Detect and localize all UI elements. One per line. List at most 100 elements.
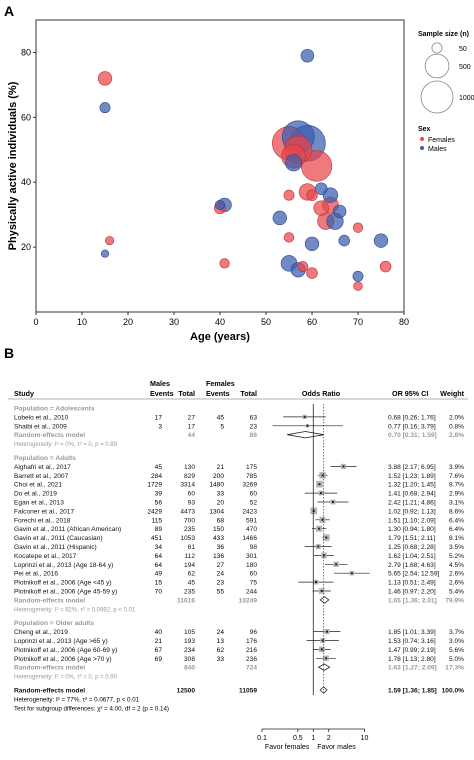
col-header-events: Events [206, 389, 230, 398]
study-point-estimate [315, 581, 318, 584]
y-axis-label: Physically active individuals (%) [7, 81, 19, 250]
col-header-odds-ratio: Odds Ratio [302, 389, 341, 398]
male-total: 81 [188, 544, 196, 551]
female-events: 23 [217, 580, 225, 587]
male-events: 89 [155, 526, 163, 533]
study-point-estimate [318, 527, 321, 530]
female-total: 216 [246, 647, 257, 654]
female-events: 24 [217, 571, 225, 578]
male-total: 4473 [180, 508, 195, 515]
female-events: 1304 [209, 508, 224, 515]
study-name: Loprinzi et al., 2013 (Age 18-64 y) [14, 562, 113, 569]
size-legend-label: 500 [459, 64, 471, 71]
study-name: Do et al., 2019 [14, 491, 57, 498]
pooled-model-label: Random-effects model [14, 432, 85, 439]
x-tick-label: 0 [33, 317, 38, 327]
male-events: 67 [155, 647, 163, 654]
col-header-total: Total [178, 389, 195, 398]
data-point-female [97, 71, 113, 86]
col-header-males: Males [150, 379, 170, 388]
or-ci-value: 1.78 [1.13; 2.80] [388, 656, 436, 663]
male-events: 49 [155, 571, 163, 578]
study-point-estimate [325, 657, 328, 660]
study-point-estimate [321, 639, 324, 642]
female-events: 36 [217, 544, 225, 551]
size-legend-circle [424, 53, 450, 79]
study-name: Loprinzi et al., 2013 (Age >65 y) [14, 638, 108, 645]
pooled-model-label: Random-effects model [14, 597, 85, 604]
male-total: 700 [184, 517, 195, 524]
weight-value: 8.7% [449, 482, 464, 489]
size-legend-label: 1000 [459, 95, 474, 102]
col-header-females: Females [206, 379, 235, 388]
or-axis-tick-label: 0.5 [293, 735, 303, 742]
male-total: 130 [184, 464, 195, 471]
weight-value: 2.8% [449, 432, 464, 439]
size-legend-circle [420, 80, 454, 114]
study-name: Choi et al., 2021 [14, 482, 62, 489]
or-ci-value: 1.65 [1.36; 2.01] [388, 597, 437, 604]
subgroup-diamond [319, 596, 330, 604]
study-point-estimate [325, 536, 328, 539]
or-ci-value: 1.63 [1.27; 2.09] [388, 665, 437, 672]
x-axis-label: Age (years) [190, 331, 250, 343]
male-total: 194 [184, 562, 195, 569]
study-point-estimate [331, 501, 334, 503]
or-ci-value: 1.79 [1.51; 2.11] [388, 535, 435, 542]
study-point-estimate [335, 563, 338, 566]
male-events: 3 [158, 423, 162, 430]
size-legend-label: 50 [459, 46, 467, 53]
or-ci-value: 3.88 [2.17; 6.95] [388, 464, 436, 471]
or-ci-value: 1.46 [0.97; 2.20] [388, 589, 436, 596]
plot-frame [35, 19, 405, 313]
data-point-male [352, 270, 364, 282]
female-events: 68 [217, 517, 225, 524]
female-events: 13 [217, 638, 225, 645]
or-ci-value: 2.79 [1.68; 4.63] [388, 562, 436, 569]
male-total: 105 [184, 629, 195, 636]
panel-label-b: B [4, 345, 14, 361]
male-total: 62 [188, 571, 196, 578]
or-axis-tick-label: 10 [361, 735, 369, 742]
male-events: 1729 [147, 482, 162, 489]
y-tick-label: 60 [21, 112, 31, 122]
male-total: 60 [188, 491, 196, 498]
study-name: Pei et al., 2016 [14, 571, 58, 578]
data-point-male [100, 249, 110, 258]
x-tick-label: 20 [123, 317, 133, 327]
male-total: 1053 [180, 535, 195, 542]
study-name: Gavin et al., 2011 (Hispanic) [14, 544, 97, 551]
male-total: 308 [184, 656, 195, 663]
female-total: 175 [246, 464, 257, 471]
weight-value: 100.0% [442, 688, 465, 695]
female-events: 33 [217, 491, 225, 498]
sex-legend-swatch [420, 137, 424, 141]
pooled-model-label: Random-effects model [14, 688, 85, 695]
weight-value: 3.7% [449, 629, 464, 636]
data-point-male [214, 199, 226, 211]
study-point-estimate [320, 590, 323, 592]
male-events: 39 [155, 491, 163, 498]
female-total: 470 [246, 526, 257, 533]
male-events: 64 [155, 562, 163, 569]
y-tick-label: 40 [21, 177, 31, 187]
female-events: 33 [217, 656, 225, 663]
study-point-estimate [317, 545, 320, 548]
study-point-estimate [319, 492, 322, 495]
data-point-female [352, 222, 364, 233]
data-point-female [306, 267, 318, 279]
male-events: 115 [151, 517, 162, 524]
or-ci-value: 2.42 [1.21; 4.86] [388, 500, 436, 507]
sex-legend-swatch [420, 146, 424, 150]
study-name: Shaibi et al., 2009 [14, 423, 67, 430]
male-total: 12500 [177, 688, 196, 695]
or-axis-tick-label: 0.1 [257, 735, 267, 742]
subgroup-heading: Population = Adolescents [14, 406, 95, 413]
female-total: 23 [250, 423, 258, 430]
male-events: 45 [155, 464, 163, 471]
col-header-study: Study [14, 389, 34, 398]
x-tick-label: 50 [261, 317, 271, 327]
data-point-female [283, 232, 295, 243]
data-point-female [306, 189, 318, 201]
weight-value: 3.9% [449, 464, 464, 471]
